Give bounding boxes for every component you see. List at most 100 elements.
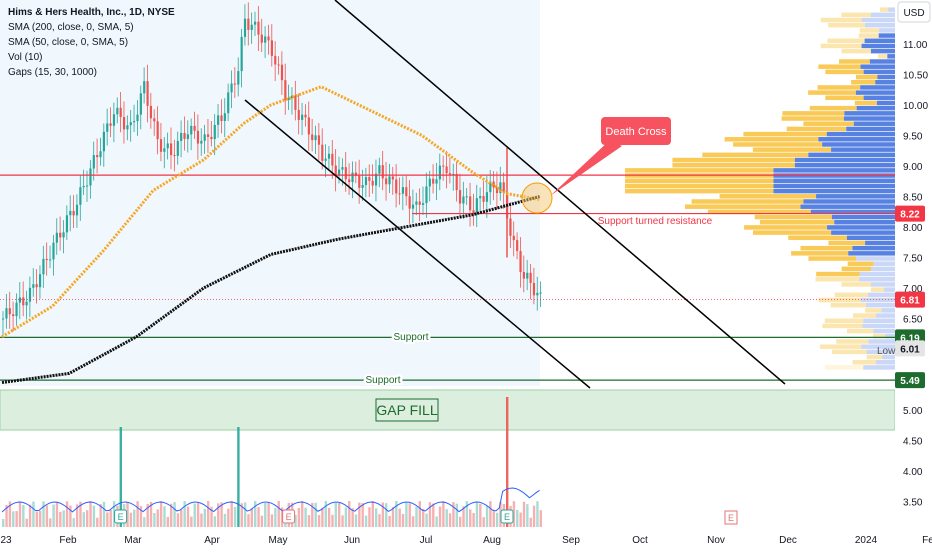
x-tick-label: Mar	[124, 535, 142, 546]
volume-bar	[112, 501, 116, 527]
volume-profile-bar	[808, 256, 857, 261]
candle-body	[170, 143, 173, 156]
volume-bar	[28, 504, 32, 527]
candle-body	[455, 173, 458, 191]
volume-bar	[280, 507, 284, 527]
volume-profile-bar-blue	[831, 147, 895, 152]
candle-body	[129, 122, 132, 126]
volume-bar	[190, 516, 193, 527]
volume-profile-bar-blue	[861, 344, 895, 349]
candle-body	[45, 258, 48, 261]
x-tick-label: Dec	[779, 535, 797, 546]
volume-profile-bar-blue	[810, 209, 895, 215]
candle-body	[445, 166, 448, 174]
indicator-gaps[interactable]: Gaps (15, 30, 1000)	[8, 67, 97, 78]
volume-profile-bar-blue	[800, 204, 895, 209]
candle-body	[254, 21, 257, 25]
time-axis[interactable]: 23 Feb Mar Apr May Jun Jul Aug Sep Oct Nov Dec 2024 F…	[0, 510, 932, 546]
earnings-marker-label: E	[286, 512, 292, 522]
indicator-sma200[interactable]: SMA (200, close, 0, SMA, 5)	[8, 22, 134, 33]
volume-bar	[395, 501, 398, 527]
volume-bar	[129, 512, 133, 527]
volume-bar	[485, 506, 489, 527]
y-tick-label: 10.50	[903, 71, 928, 82]
volume-profile-bar-blue	[831, 230, 895, 235]
candle-body	[294, 95, 297, 110]
candle-body	[35, 284, 38, 288]
volume-profile-bar	[791, 251, 849, 256]
volume-bar	[506, 397, 509, 527]
price-axis[interactable]: 11.0010.5010.009.509.008.508.007.507.006…	[895, 0, 932, 530]
volume-bar	[8, 501, 12, 527]
candle-body	[489, 181, 492, 193]
volume-profile-bar-blue	[868, 339, 895, 344]
candle-body	[220, 115, 223, 121]
volume-bar	[415, 506, 418, 527]
volume-profile-bar-blue	[879, 28, 895, 33]
volume-bar	[344, 507, 348, 527]
volume-bar	[428, 502, 432, 527]
candle-body	[102, 131, 105, 152]
volume-profile-bar	[832, 349, 867, 355]
volume-bar	[146, 503, 149, 527]
volume-profile-bar	[625, 183, 774, 189]
volume-profile-bar	[752, 230, 832, 235]
volume-profile-bar	[827, 38, 865, 44]
candle-body	[311, 134, 314, 141]
volume-profile-bar-blue	[870, 282, 895, 287]
volume-bar	[472, 513, 475, 527]
candle-body	[89, 168, 92, 186]
candle-body	[277, 64, 280, 66]
y-tick-label: 11.00	[903, 40, 928, 51]
candle-body	[159, 139, 163, 152]
volume-bar	[260, 515, 264, 527]
candle-body	[307, 117, 310, 135]
volume-bar	[69, 505, 72, 527]
volume-bar	[247, 514, 250, 527]
x-tick-label: 2024	[855, 535, 878, 546]
volume-bar	[65, 501, 69, 527]
volume-profile-bar	[786, 126, 847, 132]
support-resistance-label: Support turned resistance	[598, 216, 713, 227]
volume-profile-bar-blue	[863, 365, 895, 370]
volume-bar	[250, 508, 254, 527]
indicator-vol[interactable]: Vol (10)	[8, 52, 42, 63]
volume-bar	[79, 501, 82, 527]
volume-profile-bar	[818, 64, 861, 69]
volume-bar	[38, 510, 42, 527]
price-badge-text: 6.81	[900, 296, 920, 307]
volume-bar	[210, 506, 213, 527]
volume-bar	[391, 507, 395, 527]
volume-bar	[307, 515, 311, 527]
indicator-sma50[interactable]: SMA (50, close, 0, SMA, 5)	[8, 37, 128, 48]
candle-body	[193, 125, 196, 131]
volume-bar	[133, 509, 136, 527]
candle-body	[257, 21, 260, 35]
candle-body	[341, 167, 344, 170]
volume-bar	[388, 515, 391, 527]
volume-bar	[25, 518, 28, 527]
candle-body	[509, 218, 512, 236]
volume-bar	[163, 506, 166, 527]
currency-label[interactable]: USD	[903, 8, 924, 19]
volume-bar	[294, 514, 297, 527]
volume-profile-bar-blue	[859, 271, 895, 277]
x-tick-label: Apr	[204, 535, 220, 546]
volume-bar	[45, 505, 49, 527]
price-badge-text: 6.19	[900, 333, 920, 344]
volume-bar	[102, 501, 106, 527]
volume-profile-bar	[782, 111, 845, 116]
candle-body	[338, 169, 341, 176]
candle-body	[173, 155, 176, 157]
candle-body	[49, 259, 52, 261]
candle-body	[422, 203, 425, 205]
candle-body	[12, 314, 15, 317]
volume-profile-bar-blue	[873, 328, 895, 334]
volume-bar	[267, 502, 270, 527]
volume-bar	[432, 503, 435, 527]
volume-bar	[75, 504, 79, 527]
volume-bar	[522, 501, 526, 527]
price-badge-last	[895, 291, 925, 308]
candle-body	[495, 187, 499, 194]
